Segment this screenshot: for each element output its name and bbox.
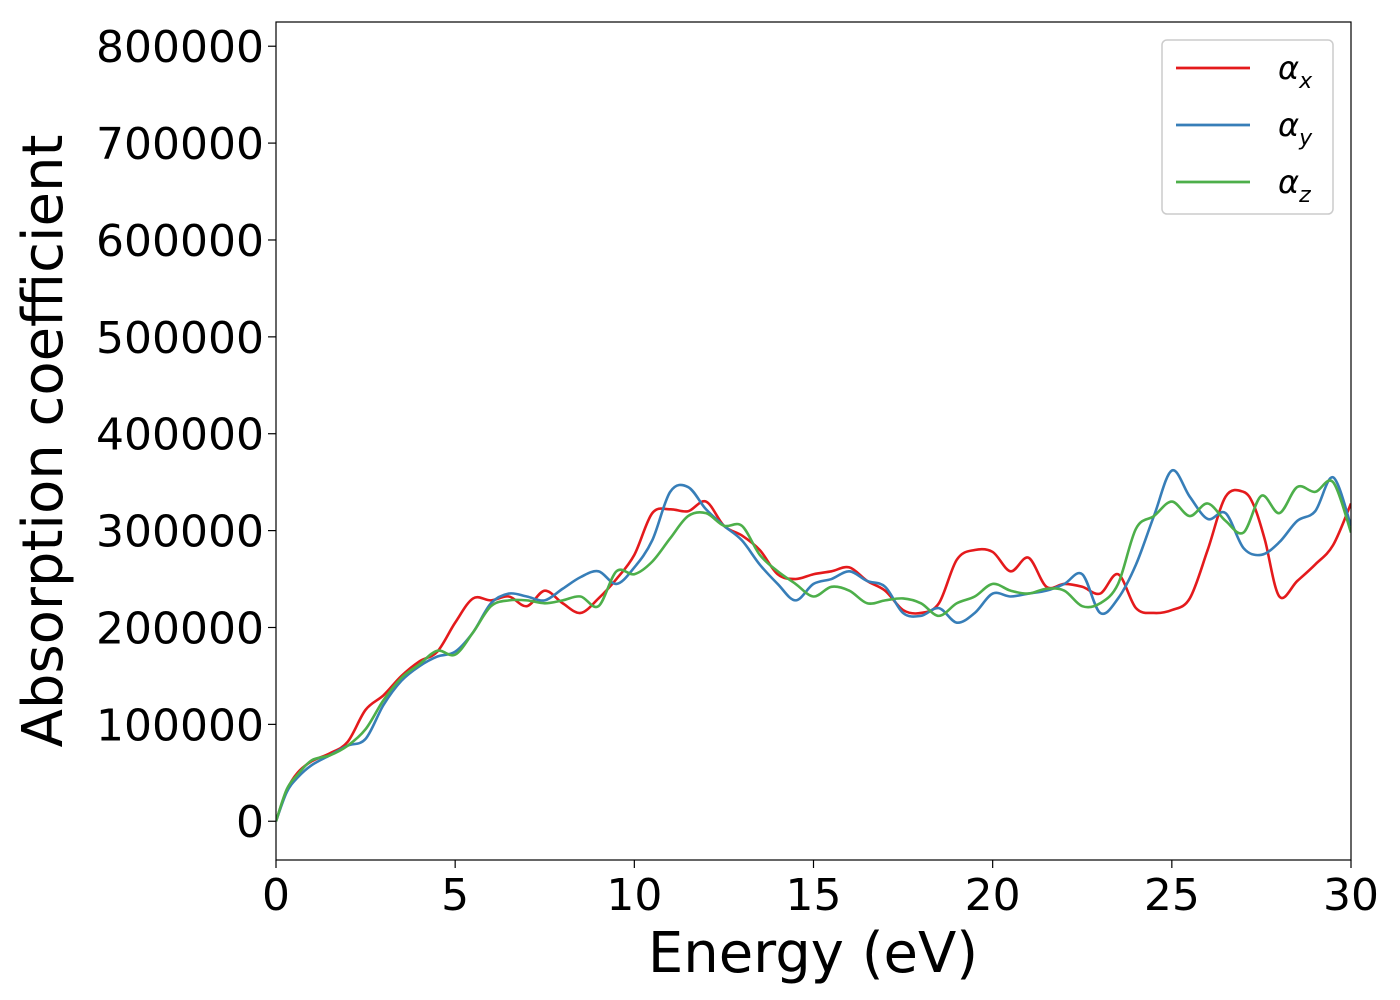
y-axis-title: Absorption coefficient	[11, 135, 76, 748]
x-tick-label: 15	[786, 870, 842, 921]
y-tick-label: 700000	[96, 119, 264, 170]
x-tick-label: 10	[606, 870, 662, 921]
y-tick-label: 100000	[96, 700, 264, 751]
y-tick-label: 800000	[96, 22, 264, 73]
x-tick-label: 30	[1323, 870, 1379, 921]
series-layer	[276, 469, 1351, 822]
x-tick-label: 25	[1144, 870, 1200, 921]
x-tick-label: 0	[262, 870, 290, 921]
x-tick-label: 5	[441, 870, 469, 921]
y-tick-label: 0	[236, 797, 264, 848]
legend-box	[1161, 39, 1334, 215]
y-tick-label: 500000	[96, 313, 264, 364]
x-tick-label: 20	[965, 870, 1021, 921]
y-tick-label: 400000	[96, 410, 264, 461]
series-line-x	[276, 488, 1351, 822]
y-tick-label: 600000	[96, 216, 264, 267]
x-axis-ticks: 0 5 10 15 20 25 30	[262, 860, 1379, 921]
series-line-y	[276, 469, 1351, 822]
legend-label-z: αz	[1278, 163, 1311, 208]
x-axis-title: Energy (eV)	[648, 921, 978, 986]
y-axis-ticks: 0 100000 200000 300000 400000 500000 600000 700…	[96, 22, 276, 848]
y-tick-label: 200000	[96, 603, 264, 654]
y-tick-label: 300000	[96, 507, 264, 558]
series-line-z	[276, 479, 1351, 822]
